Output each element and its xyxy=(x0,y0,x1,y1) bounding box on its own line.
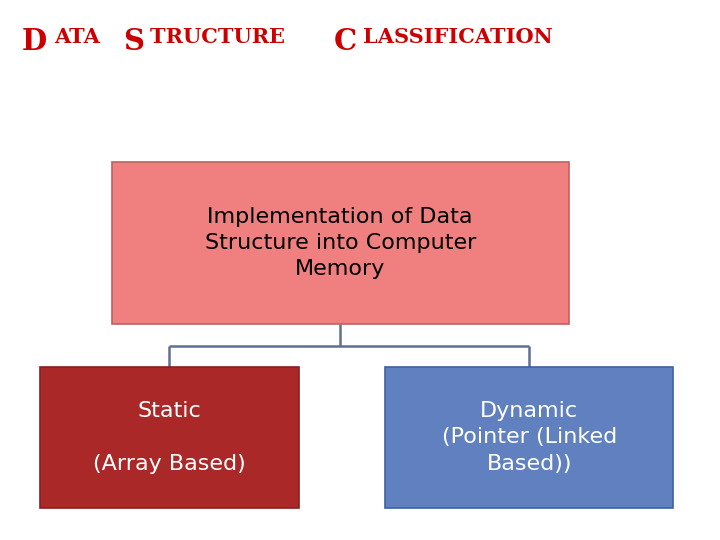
Text: TRUCTURE: TRUCTURE xyxy=(150,27,292,47)
Text: LASSIFICATION: LASSIFICATION xyxy=(363,27,553,47)
Text: Implementation of Data
Structure into Computer
Memory: Implementation of Data Structure into Co… xyxy=(204,207,476,279)
Text: Dynamic
(Pointer (Linked
Based)): Dynamic (Pointer (Linked Based)) xyxy=(441,401,617,474)
Text: C: C xyxy=(333,27,356,56)
Text: ATA: ATA xyxy=(54,27,107,47)
Text: D: D xyxy=(22,27,47,56)
FancyBboxPatch shape xyxy=(112,162,569,324)
FancyBboxPatch shape xyxy=(385,367,673,508)
FancyBboxPatch shape xyxy=(40,367,299,508)
Text: S: S xyxy=(122,27,144,56)
Text: Static

(Array Based): Static (Array Based) xyxy=(93,401,246,474)
